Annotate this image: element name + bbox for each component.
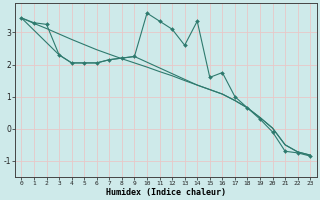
X-axis label: Humidex (Indice chaleur): Humidex (Indice chaleur) xyxy=(106,188,226,197)
